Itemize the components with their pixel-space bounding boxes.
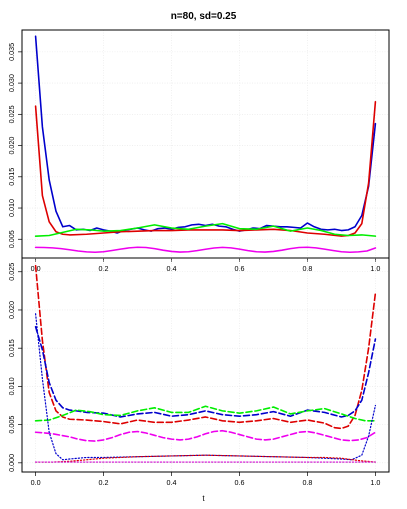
x-tick-label: 1.0 — [370, 478, 380, 487]
y-tick-label: 0.030 — [7, 74, 16, 92]
y-tick-label: 0.000 — [7, 454, 16, 472]
series-line-bottom-0 — [34, 264, 377, 430]
y-tick-label: 0.035 — [7, 43, 16, 61]
series-line-top-2 — [34, 222, 377, 237]
x-tick-label: 0.2 — [99, 478, 109, 487]
y-tick-label: 0.025 — [7, 263, 16, 281]
bottom-panel-frame — [21, 257, 390, 473]
x-tick-label: 0.8 — [302, 478, 312, 487]
chart-title: n=80, sd=0.25 — [171, 11, 237, 22]
bottom-panel: 0.000 0.005 0.010 0.015 0.020 0.025 0.0 0.2 0.4… — [7, 257, 390, 487]
series-line-bottom-1 — [34, 325, 377, 418]
y-tick-label: 0.015 — [7, 168, 16, 186]
y-tick-label: 0.005 — [7, 416, 16, 434]
x-tick-label: 0.4 — [167, 478, 177, 487]
y-tick-label: 0.025 — [7, 105, 16, 123]
x-axis-label: t — [202, 494, 205, 503]
top-panel-y-axis: 0.005 0.010 0.015 0.020 0.025 0.030 0.035 — [7, 43, 22, 248]
bottom-panel-x-axis: 0.0 0.2 0.4 0.6 0.8 1.0 — [31, 472, 380, 487]
series-line-bottom-3 — [34, 429, 377, 442]
y-tick-label: 0.005 — [7, 230, 16, 248]
x-tick-label: 0.0 — [31, 478, 41, 487]
series-line-bottom-2 — [34, 405, 377, 422]
y-tick-label: 0.020 — [7, 137, 16, 155]
top-panel-grid — [22, 30, 389, 258]
y-tick-label: 0.010 — [7, 199, 16, 217]
series-line-bottom-5 — [34, 454, 377, 463]
top-panel-series — [34, 35, 377, 254]
bottom-panel-series — [34, 264, 377, 463]
y-tick-label: 0.010 — [7, 377, 16, 395]
y-tick-label: 0.020 — [7, 301, 16, 319]
y-tick-label: 0.015 — [7, 339, 16, 357]
bottom-panel-y-axis: 0.000 0.005 0.010 0.015 0.020 0.025 — [7, 263, 22, 472]
series-line-top-3 — [34, 246, 377, 254]
x-tick-label: 0.6 — [234, 478, 244, 487]
